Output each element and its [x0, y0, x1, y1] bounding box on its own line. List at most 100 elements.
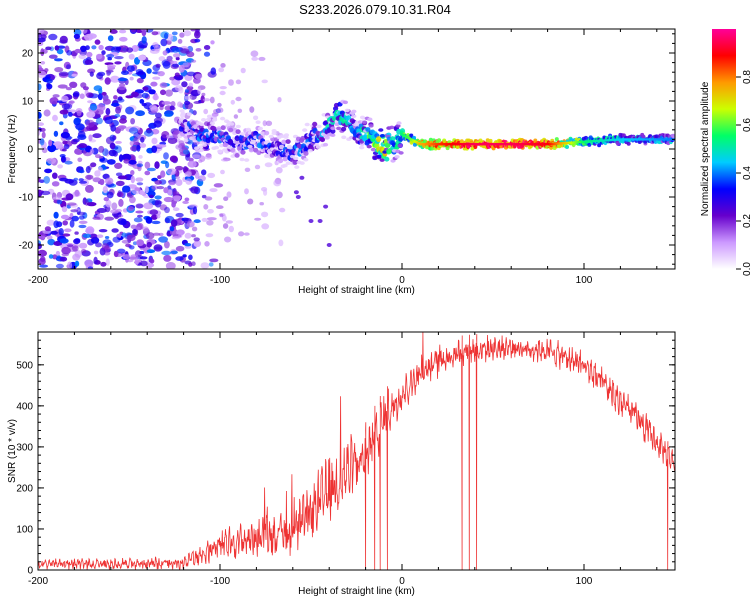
- noise-blob: [235, 79, 242, 85]
- noise-blob: [66, 64, 71, 70]
- x-tick-label: 100: [576, 576, 593, 587]
- ridge-blob: [445, 146, 450, 151]
- noise-blob: [199, 155, 206, 162]
- noise-blob: [141, 36, 147, 44]
- noise-blob: [113, 250, 119, 258]
- noise-blob: [254, 217, 262, 221]
- ridge-blob: [255, 120, 261, 124]
- noise-blob: [48, 139, 53, 147]
- noise-blob: [126, 47, 134, 53]
- noise-blob: [152, 232, 161, 236]
- noise-blob: [133, 137, 139, 145]
- noise-blob: [139, 260, 148, 267]
- noise-blob: [154, 45, 161, 52]
- ridge-blob: [245, 127, 251, 132]
- noise-blob: [73, 177, 79, 181]
- noise-blob: [156, 186, 165, 190]
- noise-blob: [73, 91, 80, 98]
- noise-blob: [170, 219, 178, 227]
- ridge-blob: [247, 144, 253, 149]
- noise-blob: [208, 262, 214, 267]
- ridge-blob: [379, 134, 385, 138]
- noise-blob: [85, 45, 90, 51]
- noise-blob: [192, 110, 197, 116]
- noise-blob: [144, 129, 154, 137]
- noise-blob: [52, 196, 62, 200]
- ridge-blob: [239, 157, 245, 162]
- ridge-blob: [278, 158, 284, 164]
- noise-blob: [105, 199, 112, 208]
- noise-blob: [192, 154, 201, 159]
- colorbar-tick-label: 0.0: [742, 262, 750, 276]
- ridge-blob: [641, 134, 646, 139]
- colorbar-gradient: [712, 29, 736, 269]
- noise-blob: [219, 86, 227, 90]
- noise-blob: [74, 231, 79, 235]
- noise-blob: [219, 90, 226, 96]
- noise-blob: [247, 198, 254, 205]
- noise-blob: [262, 120, 267, 127]
- noise-blob: [163, 152, 169, 160]
- noise-blob: [105, 177, 114, 185]
- noise-blob: [57, 164, 63, 169]
- noise-blob: [217, 102, 222, 108]
- noise-blob: [188, 187, 195, 191]
- noise-blob: [92, 133, 102, 139]
- noise-blob: [89, 148, 95, 155]
- noise-blob: [130, 118, 136, 125]
- noise-blob: [41, 131, 46, 139]
- noise-blob: [277, 97, 282, 103]
- noise-blob: [105, 108, 111, 116]
- noise-blob: [161, 101, 172, 105]
- noise-blob: [119, 29, 127, 34]
- noise-blob: [131, 29, 136, 33]
- ridge-blob: [430, 146, 435, 151]
- noise-blob: [57, 144, 64, 150]
- ridge-blob: [437, 138, 442, 143]
- noise-blob: [116, 98, 125, 103]
- ridge-blob: [344, 108, 350, 113]
- noise-blob: [106, 159, 116, 165]
- noise-blob: [184, 100, 191, 106]
- noise-blob: [148, 89, 156, 95]
- noise-blob: [276, 191, 283, 199]
- noise-blob: [99, 157, 108, 163]
- noise-blob: [105, 258, 110, 266]
- noise-blob: [61, 156, 67, 163]
- noise-blob: [64, 178, 74, 184]
- noise-blob: [191, 226, 198, 232]
- y-tick-label: 200: [16, 483, 33, 494]
- noise-blob: [98, 44, 104, 51]
- noise-blob: [130, 224, 137, 229]
- ridge-blob: [216, 126, 222, 132]
- ridge-blob: [412, 142, 417, 147]
- ridge-blob: [303, 157, 309, 162]
- noise-blob: [48, 33, 58, 41]
- noise-blob: [221, 214, 227, 222]
- noise-blob: [220, 158, 229, 162]
- noise-blob: [46, 83, 53, 90]
- noise-blob: [89, 71, 94, 77]
- noise-blob: [88, 134, 93, 142]
- y-tick-label: 400: [16, 401, 33, 412]
- ridge-blob: [235, 124, 241, 129]
- noise-blob: [121, 153, 132, 161]
- noise-blob: [162, 50, 168, 56]
- noise-blob: [191, 261, 196, 267]
- noise-blob: [38, 29, 45, 34]
- colorbar: 0.0 0.2 0.4 0.6 0.8 Normalized spectral ampli…: [700, 29, 750, 276]
- noise-blob: [210, 67, 217, 75]
- stray-blob: [308, 219, 314, 223]
- noise-blob: [151, 214, 158, 220]
- noise-blob: [142, 86, 149, 91]
- ridge-blob: [257, 126, 263, 131]
- noise-blob: [63, 103, 73, 110]
- noise-blob: [182, 62, 190, 68]
- ridge-blob: [285, 161, 291, 165]
- noise-blob: [172, 63, 179, 68]
- noise-blob: [168, 182, 176, 186]
- x-axis-label: Height of straight line (km): [298, 586, 415, 597]
- noise-blob: [115, 106, 122, 114]
- noise-blob: [194, 38, 201, 43]
- noise-blob: [118, 154, 124, 162]
